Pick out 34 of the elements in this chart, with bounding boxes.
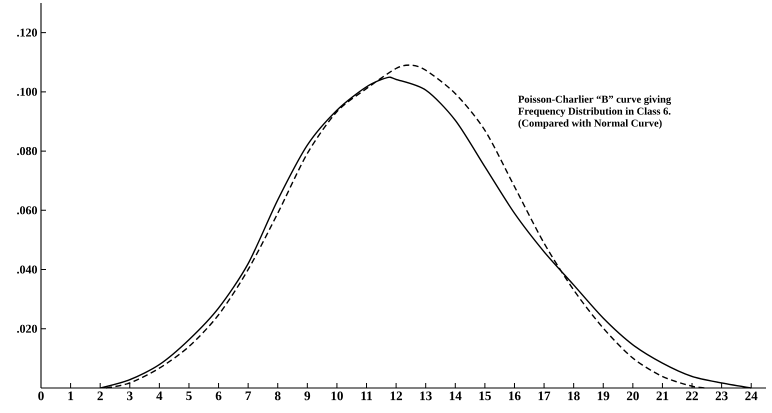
x-tick-label: 4	[156, 392, 162, 400]
x-tick-label: 3	[127, 392, 133, 400]
x-tick-label: 24	[745, 392, 758, 400]
annotation: Frequency Distribution in Class 6.	[518, 107, 670, 117]
x-tick-label: 17	[538, 392, 550, 400]
y-tick-label: .040	[17, 265, 38, 274]
x-tick-label: 11	[361, 392, 372, 400]
y-tick-label: .020	[17, 324, 38, 333]
x-tick-label: 13	[420, 392, 432, 400]
y-tick-label: .060	[17, 206, 38, 214]
y-tick-label: .080	[17, 147, 38, 156]
x-tick-label: 16	[509, 392, 521, 400]
x-tick-label: 15	[479, 392, 491, 400]
x-tick-label: 6	[216, 392, 222, 400]
x-tick-label: 14	[450, 392, 462, 400]
annotation: Poisson-Charlier “B” curve giving	[518, 95, 672, 105]
x-tick-label: 1	[68, 392, 74, 400]
x-tick-label: 8	[274, 392, 281, 400]
x-tick-label: 5	[186, 392, 192, 400]
x-tick-label: 9	[304, 392, 310, 400]
y-tick-label: .120	[17, 28, 38, 37]
x-tick-label: 7	[246, 392, 252, 400]
x-tick-label: 18	[568, 392, 580, 400]
x-tick-label: 0	[38, 392, 44, 400]
annotation: (Compared with Normal Curve)	[518, 119, 662, 129]
y-tick-label: .100	[17, 88, 38, 96]
x-tick-label: 23	[716, 392, 728, 400]
x-tick-label: 21	[656, 392, 668, 400]
x-tick-label: 2	[97, 392, 103, 400]
x-tick-label: 19	[598, 392, 610, 400]
x-tick-label: 12	[390, 392, 402, 400]
x-tick-label: 20	[626, 392, 639, 400]
x-tick-label: 10	[331, 392, 343, 400]
x-tick-label: 22	[686, 392, 698, 400]
